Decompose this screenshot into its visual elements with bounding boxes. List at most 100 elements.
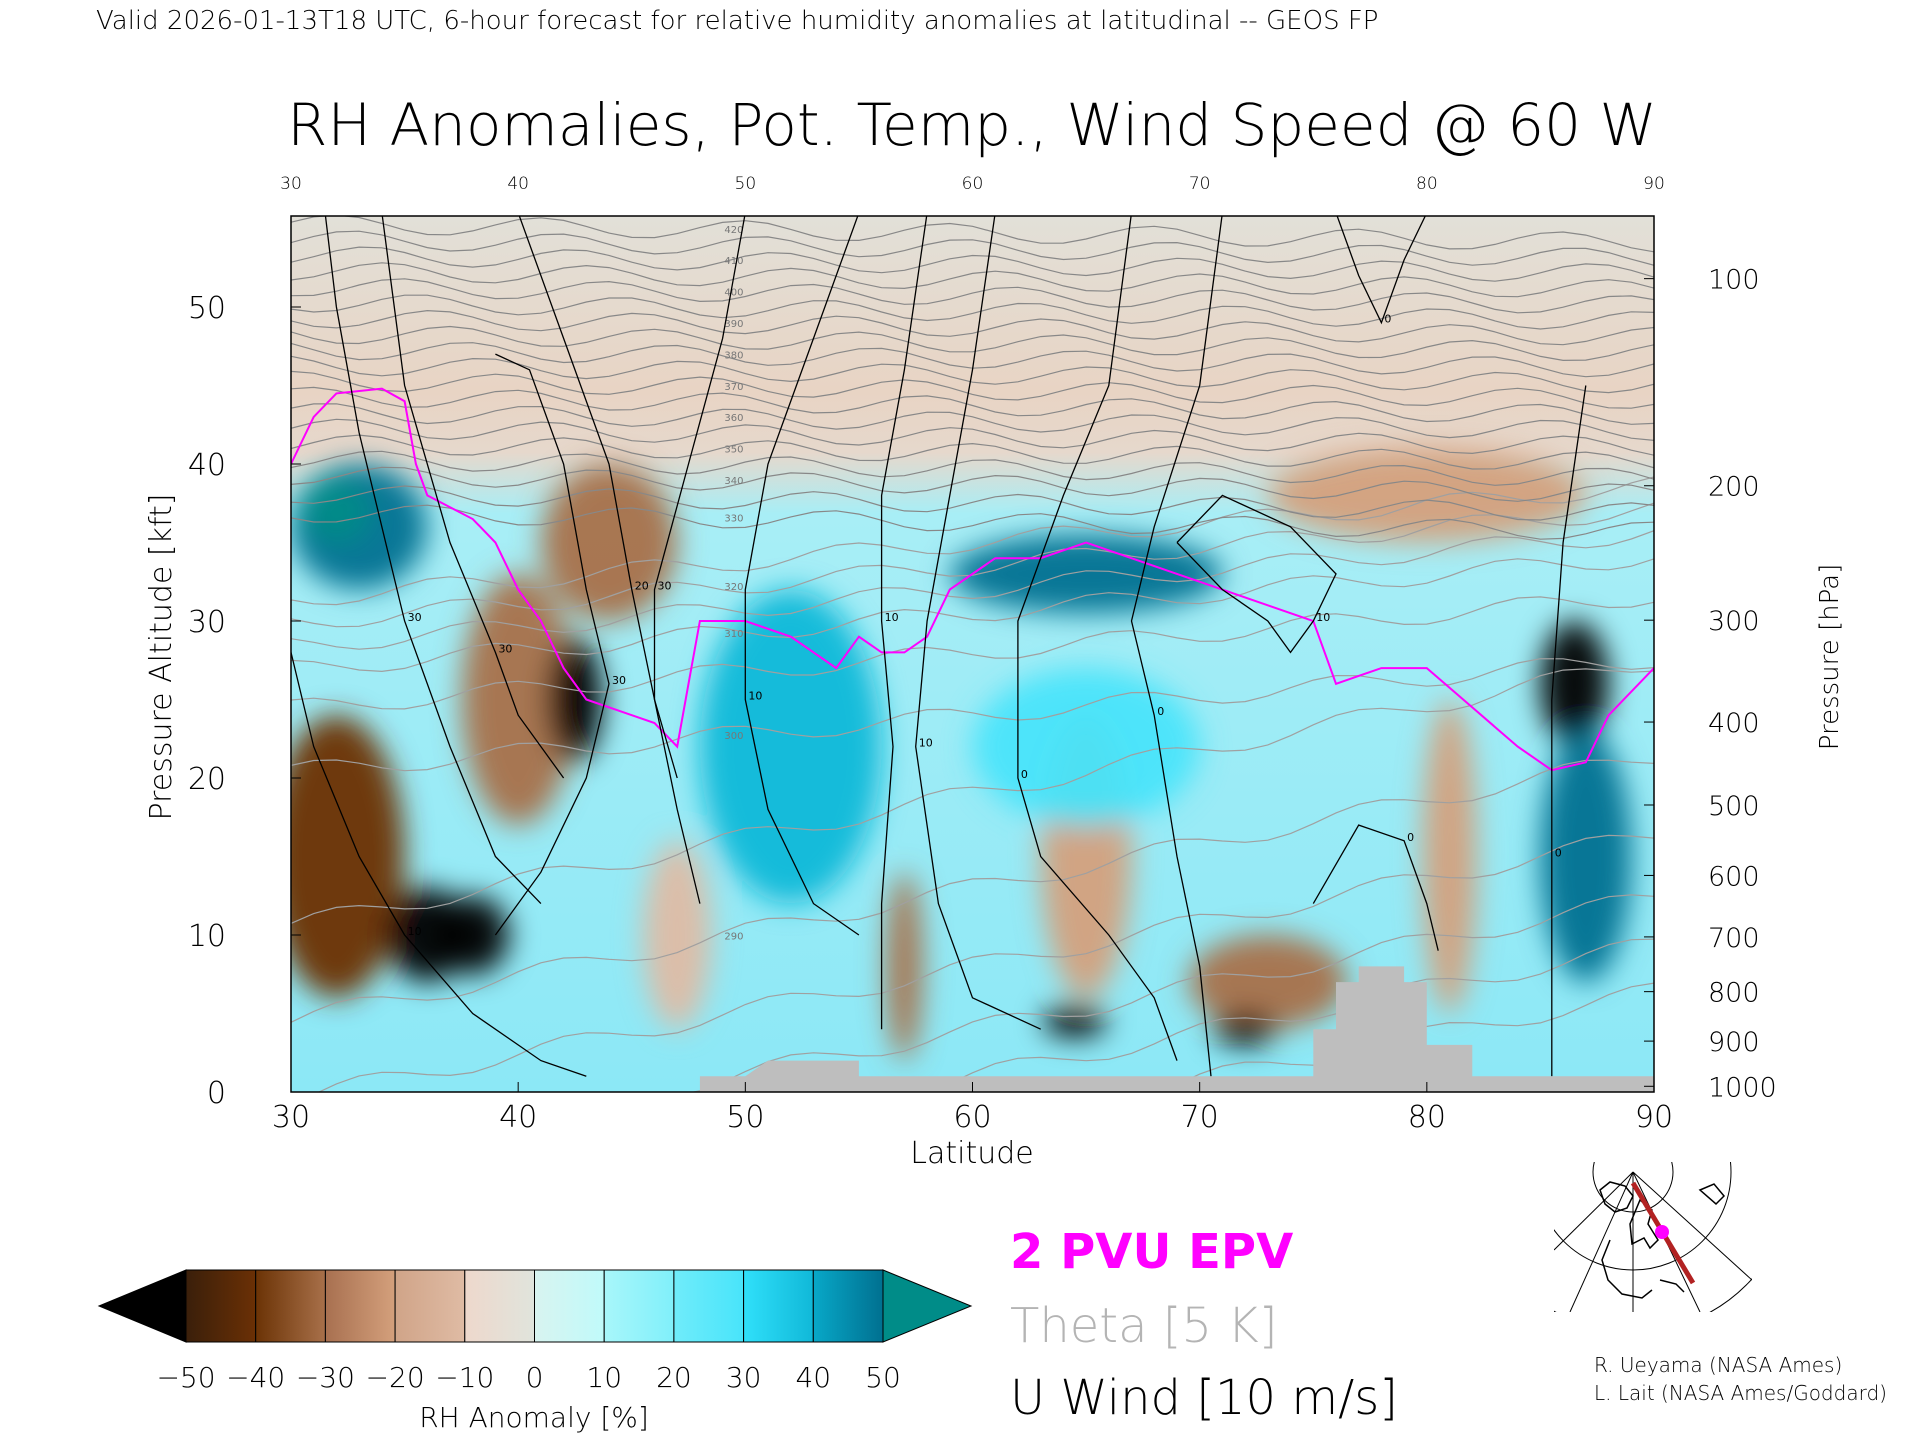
theta-contour	[291, 466, 1654, 502]
x-tick-label: 80	[1408, 1100, 1446, 1135]
colorbar-segment	[534, 1269, 605, 1343]
theta-contour	[291, 658, 1654, 772]
colorbar-segment	[255, 1269, 326, 1343]
theta-contour	[317, 834, 1654, 1092]
rh-anomaly-region	[643, 840, 712, 1030]
theta-label: 310	[724, 629, 743, 640]
u-wind-contour-label: 10	[408, 925, 422, 938]
legend-wind: U Wind [10 m/s]	[1010, 1370, 1398, 1426]
theta-contour	[291, 668, 1654, 924]
theta-contour	[291, 370, 1654, 409]
colorbar-segment	[185, 1269, 257, 1343]
map-meridian	[1632, 1171, 1752, 1281]
colorbar-segment	[464, 1269, 535, 1343]
colorbar-tick-label: 30	[726, 1361, 762, 1394]
theta-label: 420	[724, 225, 743, 236]
theta-contour	[291, 230, 1654, 266]
legend-theta: Theta [5 K]	[1010, 1298, 1278, 1354]
legend-pv: 2 PVU EPV	[1010, 1224, 1293, 1280]
rh-anomaly-region	[1540, 730, 1632, 983]
u-wind-contour-label: 10	[885, 611, 899, 624]
theta-contour	[291, 325, 1654, 362]
theta-label: 350	[724, 445, 743, 456]
x-tick-label: 30	[272, 1100, 310, 1135]
colorbar-tick-label: 0	[526, 1361, 544, 1394]
u-wind-contour-label: 0	[1555, 847, 1562, 860]
u-wind-contour	[1176, 494, 1337, 654]
u-wind-contour-label: 0	[1384, 313, 1391, 326]
rh-anomaly-region	[949, 534, 1223, 614]
y2-tick-label: 1000	[1708, 1072, 1777, 1103]
y-tick-label: 30	[188, 605, 226, 640]
colorbar-tick-label: −10	[435, 1361, 494, 1394]
u-wind-contour	[744, 216, 860, 936]
rh-anomaly-region	[886, 872, 923, 1061]
y-tick-label: 50	[188, 291, 226, 326]
colorbar-tick-label: 40	[795, 1361, 831, 1394]
colorbar-tick-label: −30	[296, 1361, 355, 1394]
plot-area: 2903003103203303403503603703803904004104…	[188, 174, 1777, 1135]
colorbar-label: RH Anomaly [%]	[419, 1401, 649, 1434]
u-wind-contour-label: 10	[919, 737, 933, 750]
y2-tick-label: 100	[1708, 265, 1760, 296]
colorbar-tick-label: −50	[156, 1361, 215, 1394]
theta-label: 410	[724, 256, 743, 267]
theta-contour	[291, 530, 1654, 650]
rh-anomaly-region	[540, 464, 678, 621]
y-tick-label: 0	[207, 1076, 226, 1111]
u-wind-contour	[1551, 385, 1587, 1077]
u-wind-contour	[381, 216, 565, 779]
u-wind-contour-label: 0	[1407, 831, 1414, 844]
rh-anomaly-region	[1540, 621, 1609, 747]
rh-anomaly-region	[1042, 1005, 1107, 1038]
theta-label: 340	[724, 476, 743, 487]
theta-contour	[291, 309, 1654, 346]
x-tick-label: 40	[499, 1100, 537, 1135]
colorbar-tick-label: −40	[226, 1361, 285, 1394]
rh-anomaly-region	[1422, 699, 1477, 1014]
theta-label: 380	[724, 350, 743, 361]
u-wind-contour-label: 30	[498, 642, 512, 655]
x-tick-label-top: 80	[1416, 174, 1438, 194]
colorbar-tick-label: 50	[865, 1361, 901, 1394]
x-tick-label: 70	[1181, 1100, 1219, 1135]
y2-tick-label: 900	[1708, 1027, 1760, 1058]
u-wind-contour	[518, 216, 701, 904]
u-wind-contour-label: 30	[408, 611, 422, 624]
theta-contour	[291, 485, 1654, 521]
theta-contour	[291, 418, 1654, 456]
rh-anomaly-region	[461, 573, 575, 826]
y-tick-label: 40	[188, 448, 226, 483]
y2-axis-label: Pressure [hPa]	[1815, 564, 1845, 751]
u-wind-contour	[291, 652, 587, 1077]
rh-anomaly-region	[291, 715, 405, 998]
credit-line-2: L. Lait (NASA Ames/Goddard)	[1594, 1381, 1887, 1405]
colorbar: −50 −40 −30 −20 −10 0 10 20 30 40 50	[97, 1269, 973, 1394]
theta-label: 390	[724, 319, 743, 330]
theta-contour	[291, 434, 1654, 470]
rh-anomaly-region	[1188, 935, 1348, 1030]
y2-tick-label: 800	[1708, 978, 1760, 1009]
y2-tick-label: 700	[1708, 923, 1760, 954]
rh-anomaly-region	[1213, 1013, 1277, 1045]
colorbar-segment	[743, 1269, 814, 1343]
rh-anomaly-region	[436, 895, 510, 975]
theta-contour	[291, 596, 1654, 710]
u-wind-contour	[880, 216, 928, 1030]
map-location-dot	[1655, 1225, 1669, 1239]
u-wind-contour-label: 0	[1021, 768, 1028, 781]
colorbar-segment	[324, 1269, 396, 1343]
colorbar-tick-label: −20	[366, 1361, 425, 1394]
theta-label: 370	[724, 382, 743, 393]
inset-map	[1554, 1162, 1752, 1312]
theta-label: 290	[724, 931, 743, 942]
map-coastline	[1599, 1181, 1726, 1299]
y-tick-label: 20	[188, 762, 226, 797]
theta-contour	[291, 558, 1654, 673]
pv-2pvu-contour	[291, 387, 1654, 772]
x-tick-label-top: 50	[735, 174, 757, 194]
colorbar-segment	[603, 1269, 675, 1343]
theta-contour	[928, 938, 1654, 1092]
rh-anomaly-region	[1267, 448, 1586, 543]
u-wind-contour	[324, 216, 542, 905]
